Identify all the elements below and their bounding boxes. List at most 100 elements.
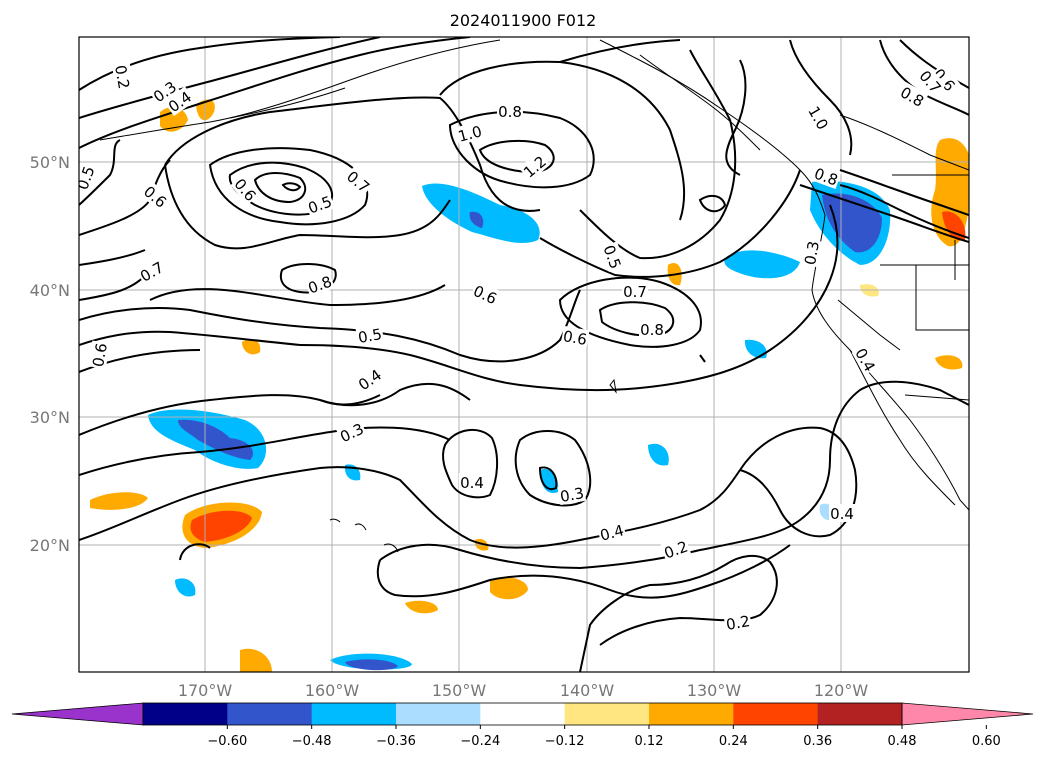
negative-area-north-pacific bbox=[422, 183, 540, 243]
contour-label-bg bbox=[557, 482, 587, 506]
contour-label: 0.3 bbox=[557, 482, 587, 506]
negative-area-south-core bbox=[345, 659, 398, 671]
contour-label-bg bbox=[804, 101, 834, 134]
colorbar: −0.60 −0.48 −0.36 −0.24 −0.12 0.12 0.24 0.36 0.4… bbox=[11, 702, 1034, 749]
contour-label: 0.7 bbox=[622, 282, 648, 301]
positive-area-small-2 bbox=[490, 577, 528, 600]
contour-label-text: 1.0 bbox=[456, 122, 484, 146]
lon-label-120w: 120°W bbox=[814, 681, 869, 700]
contour-label-bg bbox=[111, 62, 135, 92]
contour-label-bg bbox=[304, 191, 335, 217]
colorbar-tick-label: 0.48 bbox=[888, 734, 917, 749]
contour-label: 0.4 bbox=[596, 519, 627, 545]
contour-label-text: 0.2 bbox=[111, 64, 133, 91]
contour-label-bg bbox=[230, 173, 262, 206]
contour-label-bg bbox=[342, 165, 375, 197]
contour-label: 0.6 bbox=[560, 325, 590, 349]
contour-label-bg bbox=[600, 241, 626, 272]
colorbar-tick-label: −0.48 bbox=[292, 734, 332, 749]
colorbar-tick-label: 0.12 bbox=[635, 734, 664, 749]
contour-label-bg bbox=[353, 364, 386, 395]
colorbar-segment bbox=[480, 703, 566, 725]
colorbar-segment bbox=[311, 703, 397, 725]
contour-label-bg bbox=[723, 610, 753, 634]
contour-label-bg bbox=[469, 280, 502, 308]
negative-area-subtropics-west-core bbox=[178, 419, 254, 460]
contour-label-bg bbox=[639, 320, 665, 338]
contour-label-bg bbox=[799, 238, 823, 268]
colorbar-segment bbox=[649, 703, 734, 725]
positive-area-small-3 bbox=[405, 600, 438, 614]
colorbar-segment bbox=[227, 703, 313, 725]
negative-area-offshore-ca bbox=[724, 250, 800, 279]
negative-area-small-4 bbox=[175, 578, 196, 597]
contour-label-bg bbox=[454, 120, 485, 146]
map-panel: 0.20.30.40.50.6 0.60.50.71.00.81.20.7 0.8 0… bbox=[78, 36, 970, 673]
contour-label-text: 0.4 bbox=[830, 505, 854, 523]
contour-label-bg bbox=[829, 504, 855, 522]
contour-label-bg bbox=[355, 323, 385, 347]
colorbar-tick-label: 0.36 bbox=[803, 734, 832, 749]
contour-label-text: 0.4 bbox=[460, 474, 484, 492]
colorbar-segment bbox=[396, 703, 481, 725]
contour-label-bg bbox=[459, 473, 485, 491]
contour-label: 0.2 bbox=[723, 610, 753, 634]
contour-label: 0.8 bbox=[304, 271, 335, 298]
contour-label: 0.8 bbox=[497, 102, 523, 121]
positive-area-small-4 bbox=[240, 648, 272, 672]
positive-area-small-6 bbox=[935, 355, 963, 370]
contour-label-text: 0.2 bbox=[725, 612, 752, 634]
colorbar-tick-label: 0.24 bbox=[719, 734, 748, 749]
lon-label-130w: 130°W bbox=[687, 681, 742, 700]
contour-label: 0.4 bbox=[459, 473, 485, 492]
contour-label-bg bbox=[560, 325, 590, 349]
contour-label-text: 0.4 bbox=[598, 521, 626, 545]
colorbar-frame bbox=[142, 702, 903, 726]
positive-area-small-1 bbox=[242, 339, 261, 355]
contour-label-bg bbox=[87, 340, 111, 370]
colorbar-tick-label: −0.24 bbox=[460, 734, 500, 749]
contour-label-text: 0.6 bbox=[562, 327, 589, 349]
lon-label-170w: 170°W bbox=[178, 681, 233, 700]
contour-label-bg bbox=[163, 86, 196, 117]
contour-label: 0.5 bbox=[355, 323, 385, 347]
contour-label-bg bbox=[518, 150, 551, 182]
contour-label-bg bbox=[497, 102, 523, 120]
contour-label-bg bbox=[915, 65, 947, 98]
positive-area-northeast-core bbox=[942, 211, 966, 241]
contour-label-bg bbox=[896, 81, 929, 111]
colorbar-segment bbox=[733, 703, 819, 725]
map-frame bbox=[78, 36, 970, 673]
contour-label-text: 0.8 bbox=[498, 103, 522, 121]
contour-label-bg bbox=[139, 180, 172, 212]
colorbar-tick-label: −0.12 bbox=[545, 734, 585, 749]
contour-label-bg bbox=[148, 76, 181, 107]
negative-area-small-2 bbox=[648, 443, 669, 466]
contour-label-bg bbox=[135, 256, 168, 286]
contour-label-text: 0.3 bbox=[801, 240, 823, 267]
lat-label-50n: 50°N bbox=[30, 153, 70, 172]
contour-label: 0.3 bbox=[799, 238, 823, 268]
contour-label-bg bbox=[335, 418, 368, 446]
positive-area-aleutians bbox=[160, 106, 188, 132]
contour-label-bg bbox=[596, 519, 627, 545]
colorbar-tick-label: −0.36 bbox=[376, 734, 416, 749]
colorbar-segment bbox=[817, 703, 903, 725]
map-title: 2024011900 F012 bbox=[450, 11, 597, 30]
lat-label-20n: 20°N bbox=[30, 536, 70, 555]
contour-label: 0.2 bbox=[111, 62, 135, 92]
contour-label: 0.6 bbox=[87, 340, 111, 370]
latitude-labels: 50°N 40°N 30°N 20°N bbox=[30, 153, 70, 555]
contour-label-bg bbox=[851, 343, 881, 376]
contour-label-text: 0.8 bbox=[640, 321, 664, 339]
colorbar-segment bbox=[564, 703, 650, 725]
contour-label-text: 0.7 bbox=[623, 283, 647, 301]
colorbar-extend-min bbox=[11, 702, 144, 726]
positive-area-subtropics-core bbox=[190, 510, 252, 542]
contour-label-text: 0.5 bbox=[357, 325, 384, 347]
colorbar-tick-label: −0.60 bbox=[207, 734, 247, 749]
positive-area-west bbox=[90, 492, 148, 510]
contour-label: 0.4 bbox=[829, 504, 855, 523]
contour-label-text: 0.3 bbox=[559, 484, 586, 506]
